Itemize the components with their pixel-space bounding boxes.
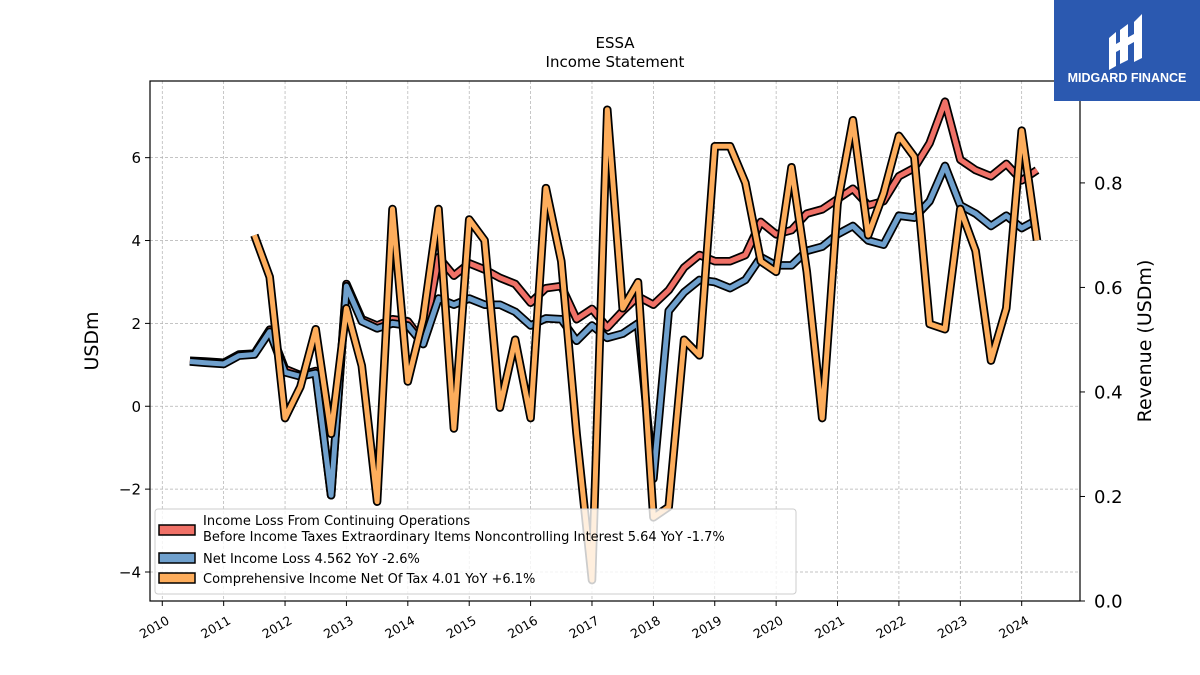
series-3 (250, 105, 1042, 585)
chart-subtitle: Income Statement (546, 53, 685, 71)
plot-frame (149, 80, 1081, 602)
y-axis-right: 0.0 0.2 0.4 0.6 0.8 (1080, 173, 1123, 613)
x-tick-label: 2011 (198, 613, 233, 642)
midgard-m-logo-icon: MIDGARD FINANCE (1054, 0, 1200, 101)
legend: Income Loss From Continuing OperationsBe… (154, 508, 797, 595)
y-axis-right-label: Revenue (USDm) (1134, 260, 1156, 423)
legend-swatch (158, 552, 196, 564)
legend-swatch (158, 524, 196, 536)
legend-label: Income Loss From Continuing Operations (203, 514, 470, 529)
x-tick-label: 2021 (812, 613, 847, 642)
legend-box (154, 508, 797, 595)
legend-label: Before Income Taxes Extraordinary Items … (203, 530, 725, 545)
x-tick-label: 2014 (382, 613, 417, 642)
y-right-tick-label: 0.8 (1094, 173, 1123, 194)
x-tick-label: 2016 (505, 613, 540, 642)
y-left-tick-label: 0 (131, 398, 141, 416)
x-tick-label: 2015 (444, 613, 479, 642)
legend-label: Comprehensive Income Net Of Tax 4.01 YoY… (203, 572, 535, 587)
series-line (252, 107, 1040, 583)
x-axis: 2010 2011 2012 2013 2014 2015 2016 2017 2018 2019… (137, 601, 1031, 642)
logo: MIDGARD FINANCE (1054, 0, 1200, 101)
y-axis-left-label: USDm (81, 311, 103, 370)
y-axis-left: −4 −2 0 2 4 6 (119, 149, 150, 581)
x-tick-label: 2023 (935, 613, 970, 642)
y-left-tick-label: 2 (131, 315, 141, 333)
series-line (189, 163, 1039, 498)
x-tick-label: 2020 (751, 613, 786, 642)
y-left-tick-label: −4 (119, 563, 141, 581)
series-2 (189, 161, 1040, 500)
y-left-tick-label: −2 (119, 481, 141, 499)
x-tick-label: 2024 (996, 613, 1031, 642)
x-tick-label: 2022 (873, 613, 908, 642)
legend-label: Net Income Loss 4.562 YoY -2.6% (203, 552, 420, 567)
y-left-tick-label: 4 (131, 232, 141, 250)
series-layer (189, 97, 1042, 585)
logo-text: MIDGARD FINANCE (1068, 71, 1187, 85)
y-left-tick-label: 6 (131, 149, 141, 167)
legend-swatch (158, 572, 196, 584)
x-tick-label: 2017 (566, 613, 601, 642)
x-tick-label: 2012 (259, 613, 294, 642)
y-right-tick-label: 0.6 (1094, 278, 1123, 299)
y-right-tick-label: 0.4 (1094, 382, 1123, 403)
y-right-tick-label: 0.2 (1094, 487, 1123, 508)
x-tick-label: 2010 (137, 613, 172, 642)
x-tick-label: 2018 (628, 613, 663, 642)
x-tick-label: 2013 (321, 613, 356, 642)
x-tick-label: 2019 (689, 613, 724, 642)
y-right-tick-label: 0.0 (1094, 592, 1123, 613)
chart-title: ESSA (595, 34, 635, 52)
